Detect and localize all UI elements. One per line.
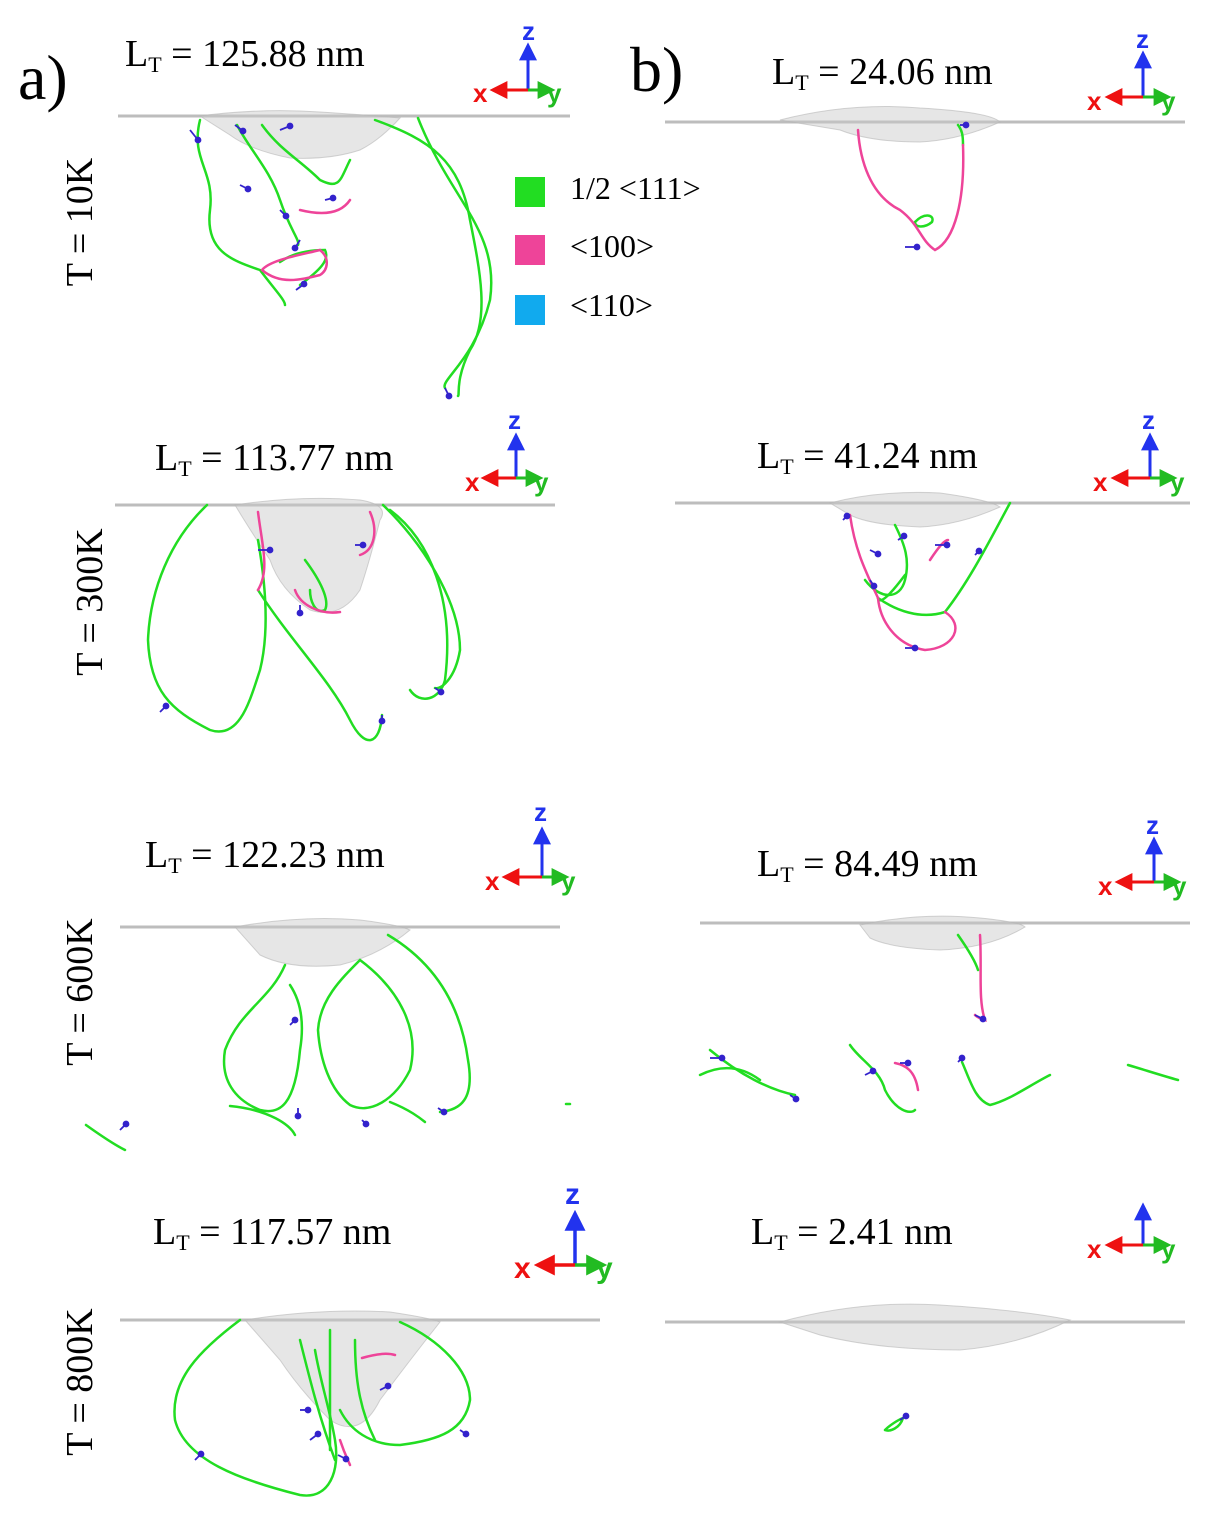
- surfaces: [115, 114, 1190, 1324]
- axis-x-label: x: [1087, 1234, 1102, 1264]
- axis-arrows: [480, 42, 1182, 1276]
- legend-swatch-110: [515, 295, 545, 325]
- lt-label-a-300k: LT = 113.77 nm: [155, 437, 394, 481]
- lt-label-b-800k: LT = 2.41 nm: [751, 1211, 953, 1255]
- legend-label-100: <100>: [570, 228, 655, 264]
- axis-x-label: x: [1098, 871, 1113, 901]
- axis-z-label: z: [508, 405, 521, 435]
- lt-label-b-10k: LT = 24.06 nm: [772, 51, 993, 95]
- lt-label-a-10k: LT = 125.88 nm: [125, 33, 365, 77]
- lt-label-b-600k: LT = 84.49 nm: [757, 843, 978, 887]
- axis-x-label: x: [1093, 467, 1108, 497]
- legend-swatch-111: [515, 177, 545, 207]
- axis-x-label: x: [514, 1252, 531, 1285]
- legend-label-110: <110>: [570, 287, 653, 323]
- panel-label-a: a): [18, 42, 68, 113]
- lt-label-b-300k: LT = 41.24 nm: [757, 435, 978, 479]
- axis-x-label: x: [473, 78, 488, 108]
- lt-label-a-600k: LT = 122.23 nm: [145, 834, 385, 878]
- legend-label-111: 1/2 <111>: [570, 170, 701, 206]
- axis-x-label: x: [485, 866, 500, 896]
- axis-z-label: z: [1136, 24, 1149, 54]
- axis-z-label: z: [534, 797, 547, 827]
- axis-z-label: z: [522, 16, 535, 46]
- burgers-vectors: [119, 121, 987, 1463]
- axis-z-label: z: [1146, 810, 1159, 840]
- axis-z-label: z: [1142, 405, 1155, 435]
- lt-label-a-800k: LT = 117.57 nm: [153, 1211, 392, 1255]
- axis-z-label: z: [565, 1178, 580, 1211]
- legend-swatch-100: [515, 235, 545, 265]
- axis-x-label: x: [1087, 86, 1102, 116]
- panel-label-b: b): [630, 34, 684, 105]
- dislocations-111: [84, 116, 1180, 1497]
- dislocations-100: [256, 128, 987, 1467]
- damage-clouds: [198, 106, 1072, 1428]
- axis-x-label: x: [465, 467, 480, 497]
